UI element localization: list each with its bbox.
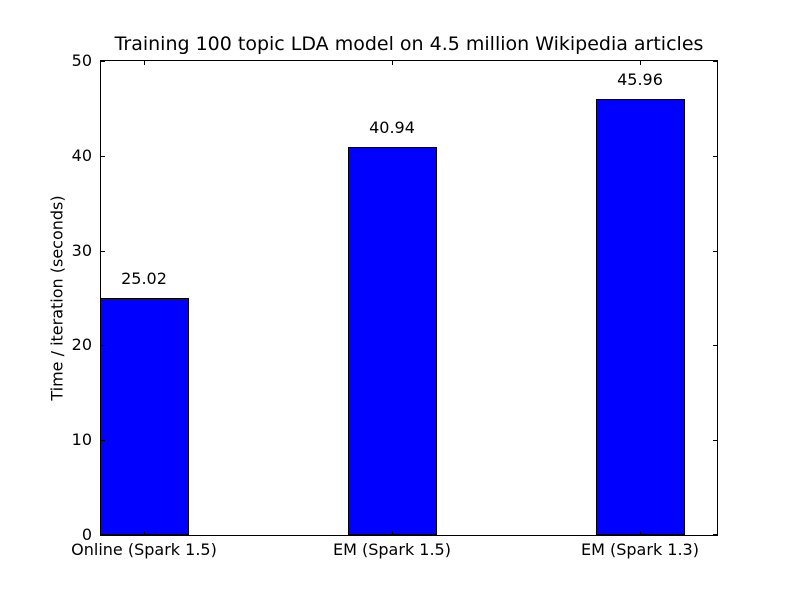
y-tick-mark-right-0 [713, 534, 717, 535]
y-tick-mark-right-3 [713, 251, 717, 252]
y-tick-mark-right-4 [713, 156, 717, 157]
bar-2 [596, 99, 685, 535]
y-tick-mark-right-5 [713, 61, 717, 62]
y-tick-label-1: 10 [71, 430, 92, 449]
y-tick-mark-right-2 [713, 345, 717, 346]
y-tick-mark-left-2 [101, 345, 105, 346]
y-tick-label-4: 40 [71, 146, 92, 165]
chart-title: Training 100 topic LDA model on 4.5 mill… [114, 33, 704, 55]
x-tick-label-0: Online (Spark 1.5) [71, 540, 217, 559]
y-tick-mark-right-1 [713, 440, 717, 441]
y-tick-label-5: 50 [71, 51, 92, 70]
y-tick-mark-left-1 [101, 440, 105, 441]
y-tick-label-0: 0 [81, 525, 92, 544]
y-tick-mark-left-4 [101, 156, 105, 157]
y-tick-label-3: 30 [71, 241, 92, 260]
y-tick-label-2: 20 [71, 335, 92, 354]
x-tick-mark-bottom-1 [392, 531, 393, 535]
y-tick-mark-left-0 [101, 534, 105, 535]
bar-value-label-0: 25.02 [121, 269, 167, 288]
x-tick-label-1: EM (Spark 1.5) [333, 540, 451, 559]
plot-area: 25.02 40.94 45.96 [100, 60, 718, 536]
x-tick-label-2: EM (Spark 1.3) [581, 540, 699, 559]
x-tick-mark-bottom-2 [640, 531, 641, 535]
bar-1 [348, 147, 437, 535]
y-tick-mark-left-3 [101, 251, 105, 252]
x-tick-mark-top-0 [144, 61, 145, 65]
bar-0 [100, 298, 189, 535]
x-tick-mark-top-1 [392, 61, 393, 65]
x-tick-mark-top-2 [640, 61, 641, 65]
y-axis-label: Time / iteration (seconds) [47, 195, 67, 401]
x-tick-mark-bottom-0 [144, 531, 145, 535]
y-tick-mark-left-5 [101, 61, 105, 62]
bar-value-label-2: 45.96 [617, 70, 663, 89]
bar-value-label-1: 40.94 [369, 118, 415, 137]
